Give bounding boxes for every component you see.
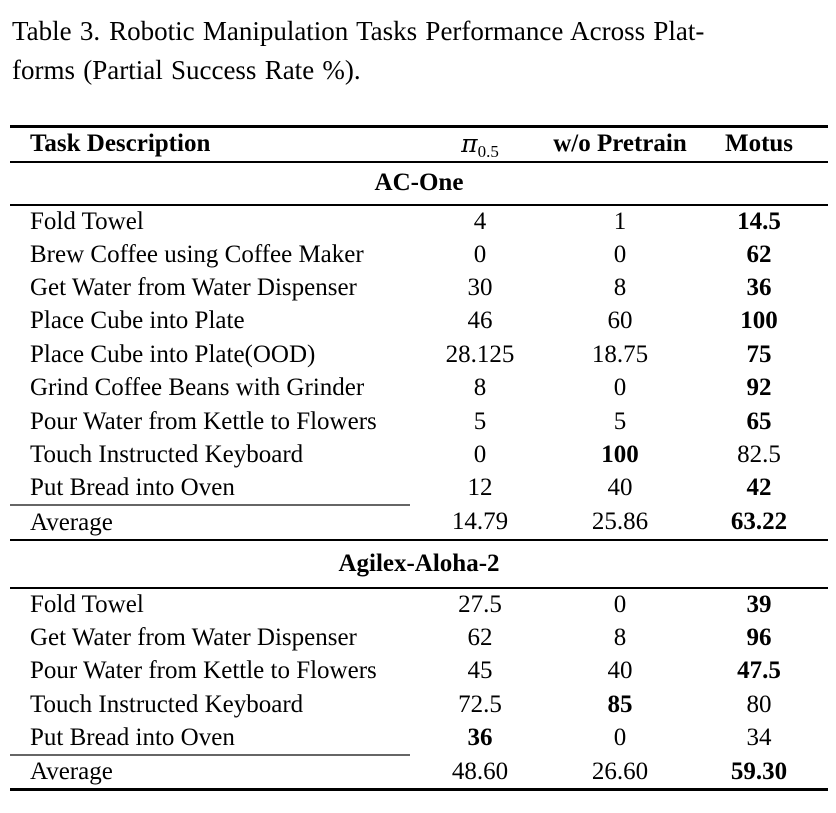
value-cell-motus: 80 [746,690,772,718]
value-cell-pi05: 48.60 [410,754,550,792]
table-row: Pour Water from Kettle to Flowers 5 5 65 [10,405,828,438]
column-header-task: Task Description [10,125,410,163]
table-row: Grind Coffee Beans with Grinder 8 0 92 [10,371,828,404]
table-row: Put Bread into Oven 12 40 42 [10,472,828,505]
value-cell-pi05: 45 [467,657,493,685]
table-row: Fold Towel 4 1 14.5 [10,205,828,238]
task-cell: Place Cube into Plate [30,307,245,335]
average-row: Average 48.60 26.60 59.30 [10,753,828,792]
value-cell-motus: 47.5 [737,657,781,685]
table-row: Touch Instructed Keyboard 72.5 85 80 [10,688,828,721]
value-cell-pi05: 28.125 [445,340,515,368]
value-cell-pi05: 72.5 [458,690,502,718]
value-cell-pi05: 8 [473,374,487,402]
pi-symbol: π [461,129,478,159]
task-cell: Average [10,504,410,542]
value-cell-motus: 39 [746,591,772,619]
table-row: Place Cube into Plate(OOD) 28.125 18.75 … [10,338,828,371]
value-cell-wo-pretrain: 8 [613,624,627,652]
value-cell-wo-pretrain: 25.86 [550,505,690,542]
header-row: Task Description π0.5 w/o Pretrain Motus [10,125,828,163]
value-cell-wo-pretrain: 0 [613,240,627,268]
value-cell-wo-pretrain: 8 [613,273,627,301]
value-cell-pi05: 12 [467,474,493,502]
value-cell-wo-pretrain: 100 [601,440,639,468]
section-title: AC-One [10,161,828,206]
value-cell-pi05: 5 [473,407,487,435]
results-table: Task Description π0.5 w/o Pretrain Motus… [10,125,828,792]
value-cell-pi05: 27.5 [458,591,502,619]
value-cell-pi05: 14.79 [410,505,550,542]
value-cell-wo-pretrain: 60 [607,307,633,335]
table-row: Get Water from Water Dispenser 62 8 96 [10,621,828,654]
value-cell-motus: 14.5 [737,207,781,235]
column-header-motus: Motus [690,125,828,163]
value-cell-motus: 82.5 [737,440,781,468]
section-title: Agilex-Aloha-2 [10,540,828,590]
value-cell-motus: 34 [746,724,772,752]
task-cell: Place Cube into Plate(OOD) [30,340,316,368]
value-cell-motus: 96 [746,624,772,652]
value-cell-pi05: 0 [473,240,487,268]
task-cell: Average [10,753,410,792]
value-cell-motus: 63.22 [690,505,828,542]
task-cell: Fold Towel [30,207,144,235]
value-cell-wo-pretrain: 0 [613,724,627,752]
value-cell-motus: 65 [746,407,772,435]
task-cell: Pour Water from Kettle to Flowers [30,407,377,435]
value-cell-motus: 100 [740,307,778,335]
section-header-agilex-aloha-2: Agilex-Aloha-2 [10,540,828,590]
task-cell: Put Bread into Oven [30,723,235,751]
average-row: Average 14.79 25.86 63.22 [10,504,828,542]
value-cell-pi05: 0 [473,440,487,468]
column-header-pi05: π0.5 [410,125,550,163]
task-cell: Get Water from Water Dispenser [30,624,357,652]
value-cell-motus: 92 [746,374,772,402]
value-cell-pi05: 62 [467,624,493,652]
table-row: Put Bread into Oven 36 0 34 [10,722,828,755]
value-cell-wo-pretrain: 5 [613,407,627,435]
pi-subscript: 0.5 [477,142,499,162]
value-cell-pi05: 30 [467,273,493,301]
caption-label: Table 3. [12,16,101,46]
task-cell: Touch Instructed Keyboard [30,440,304,468]
value-cell-wo-pretrain: 1 [613,207,627,235]
table-caption: Table 3. Robotic Manipulation Tasks Perfo… [10,12,828,90]
task-cell: Get Water from Water Dispenser [30,273,357,301]
task-cell: Grind Coffee Beans with Grinder [30,374,365,402]
value-cell-wo-pretrain: 85 [607,690,633,718]
value-cell-wo-pretrain: 40 [607,474,633,502]
table-row: Get Water from Water Dispenser 30 8 36 [10,271,828,304]
section-header-ac-one: AC-One [10,161,828,206]
task-cell: Fold Towel [30,591,144,619]
task-cell: Put Bread into Oven [30,473,235,501]
value-cell-pi05: 4 [473,207,487,235]
caption-text-line1: Robotic Manipulation Tasks Performance A… [109,16,705,46]
value-cell-wo-pretrain: 40 [607,657,633,685]
value-cell-pi05: 36 [467,724,493,752]
value-cell-wo-pretrain: 0 [613,374,627,402]
task-cell: Brew Coffee using Coffee Maker [30,240,364,268]
table-row: Pour Water from Kettle to Flowers 45 40 … [10,655,828,688]
value-cell-motus: 62 [746,240,772,268]
value-cell-motus: 42 [746,474,772,502]
task-cell: Touch Instructed Keyboard [30,690,304,718]
task-cell: Pour Water from Kettle to Flowers [30,657,377,685]
value-cell-motus: 59.30 [690,754,828,792]
value-cell-motus: 75 [746,340,772,368]
table-row: Brew Coffee using Coffee Maker 0 0 62 [10,238,828,271]
caption-text-line2: forms (Partial Success Rate %). [12,55,361,85]
table-row: Touch Instructed Keyboard 0 100 82.5 [10,438,828,471]
value-cell-pi05: 46 [467,307,493,335]
column-header-wo-pretrain: w/o Pretrain [550,125,690,163]
value-cell-wo-pretrain: 0 [613,591,627,619]
value-cell-motus: 36 [746,273,772,301]
value-cell-wo-pretrain: 26.60 [550,754,690,792]
table-row: Place Cube into Plate 46 60 100 [10,305,828,338]
value-cell-wo-pretrain: 18.75 [591,340,649,368]
table-row: Fold Towel 27.5 0 39 [10,588,828,621]
